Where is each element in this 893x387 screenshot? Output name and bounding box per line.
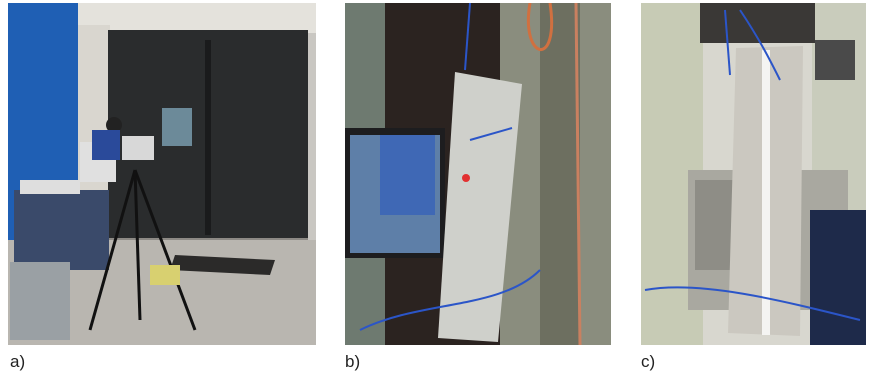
page: a) b) c) (() => { const data = JSON.pars…	[0, 0, 893, 382]
photo-a	[8, 3, 316, 345]
panel-label: a)	[10, 352, 25, 371]
panel-label: c)	[641, 352, 655, 371]
photo-c	[641, 3, 866, 345]
panel-label: b)	[345, 352, 360, 371]
figure: a) b) c)	[0, 0, 893, 382]
photo-b	[345, 3, 611, 345]
